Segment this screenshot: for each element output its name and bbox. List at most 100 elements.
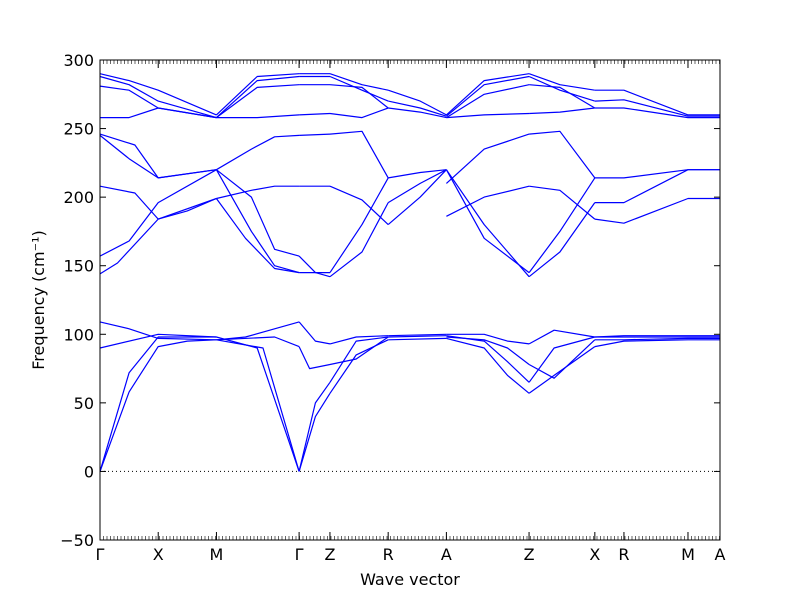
y-tick-label: −50 — [60, 531, 94, 550]
series-line-86 — [594, 335, 720, 338]
series-line-77 — [529, 185, 596, 220]
series-line-56 — [388, 107, 447, 119]
series-line-3 — [99, 321, 217, 341]
series-line-29 — [298, 321, 331, 345]
series-line-76 — [528, 177, 596, 273]
series-line-53 — [387, 169, 447, 226]
series-line-79 — [529, 107, 595, 115]
series-line-84 — [594, 337, 720, 341]
x-tick-label: Z — [324, 545, 335, 564]
series-line-90 — [594, 107, 720, 119]
series-line-2 — [99, 333, 217, 349]
series-line-10 — [99, 85, 217, 119]
series-line-47 — [329, 84, 389, 109]
series-line-61 — [446, 333, 530, 345]
series-line-14 — [216, 336, 300, 472]
series-line-89 — [594, 169, 720, 179]
series-line-26 — [298, 392, 331, 472]
series-line-16 — [216, 336, 300, 348]
series-line-55 — [388, 169, 447, 179]
series-line-82 — [528, 73, 595, 91]
series-line-63 — [445, 169, 530, 278]
series-line-39 — [329, 336, 389, 383]
y-tick-label: 300 — [63, 51, 94, 70]
series-line-50 — [388, 337, 447, 341]
series-line-42 — [329, 202, 389, 278]
series-line-46 — [329, 107, 389, 119]
series-line-48 — [329, 75, 389, 102]
y-tick-label: 50 — [74, 394, 94, 413]
x-tick-label: Γ — [295, 545, 304, 564]
series-line-81 — [528, 75, 595, 102]
series-line-87 — [594, 197, 720, 224]
series-line-54 — [387, 169, 447, 204]
series-line-73 — [528, 329, 595, 345]
y-axis-label: Frequency (cm⁻¹) — [29, 230, 48, 369]
series-line-72 — [528, 336, 595, 383]
series-line-80 — [529, 84, 596, 109]
series-line-65 — [446, 185, 530, 217]
series-line-8 — [99, 134, 217, 179]
y-tick-label: 0 — [84, 462, 94, 481]
series-line-40 — [329, 336, 389, 366]
x-tick-label: R — [618, 545, 629, 564]
series-line-92 — [594, 89, 720, 116]
series-line-49 — [329, 73, 389, 91]
series-line-44 — [329, 185, 389, 226]
series-line-83 — [594, 339, 720, 348]
series-line-13 — [216, 321, 300, 341]
series-line-1 — [99, 336, 217, 472]
series-line-15 — [216, 339, 300, 472]
series-line-59 — [446, 337, 530, 394]
series-line-4 — [99, 197, 217, 275]
series-line-62 — [446, 336, 530, 365]
series-line-11 — [99, 75, 217, 119]
series-line-66 — [445, 133, 530, 184]
x-tick-label: Z — [524, 545, 535, 564]
series-line-74 — [528, 339, 596, 379]
series-line-51 — [388, 335, 447, 338]
series-line-68 — [446, 84, 530, 119]
series-line-67 — [446, 112, 530, 119]
series-line-52 — [388, 333, 447, 337]
x-tick-label: Γ — [96, 545, 105, 564]
x-axis-label: Wave vector — [360, 570, 460, 589]
y-tick-label: 200 — [63, 188, 94, 207]
series-line-17 — [216, 185, 300, 200]
series-line-34 — [299, 112, 331, 116]
y-tick-label: 250 — [63, 120, 94, 139]
x-tick-label: M — [210, 545, 224, 564]
plot-frame — [99, 59, 721, 541]
series-line-91 — [594, 99, 720, 117]
series-line-70 — [445, 73, 530, 116]
series-line-12 — [99, 73, 217, 116]
series-line-41 — [329, 335, 389, 345]
series-line-22 — [216, 84, 300, 119]
series-line-20 — [216, 134, 300, 171]
series-line-19 — [215, 169, 300, 274]
series-line-27 — [298, 381, 331, 472]
series-line-31 — [298, 255, 331, 278]
series-line-78 — [529, 130, 596, 179]
series-line-0 — [99, 339, 217, 472]
series-line-28 — [298, 346, 331, 370]
series-line-64 — [445, 169, 530, 274]
series-line-43 — [329, 177, 389, 273]
x-tick-label: R — [383, 545, 394, 564]
x-tick-label: M — [681, 545, 695, 564]
series-line-24 — [215, 73, 300, 116]
series-line-5 — [99, 169, 217, 257]
y-tick-label: 150 — [63, 257, 94, 276]
series-line-58 — [388, 89, 447, 116]
series-line-21 — [216, 169, 300, 257]
series-line-6 — [99, 185, 217, 220]
y-tick-label: 100 — [63, 325, 94, 344]
x-tick-label: X — [589, 545, 600, 564]
series-line-18 — [215, 198, 300, 274]
series-line-71 — [528, 346, 596, 394]
series-line-23 — [215, 75, 300, 119]
x-tick-label: X — [153, 545, 164, 564]
series-line-57 — [388, 100, 447, 117]
